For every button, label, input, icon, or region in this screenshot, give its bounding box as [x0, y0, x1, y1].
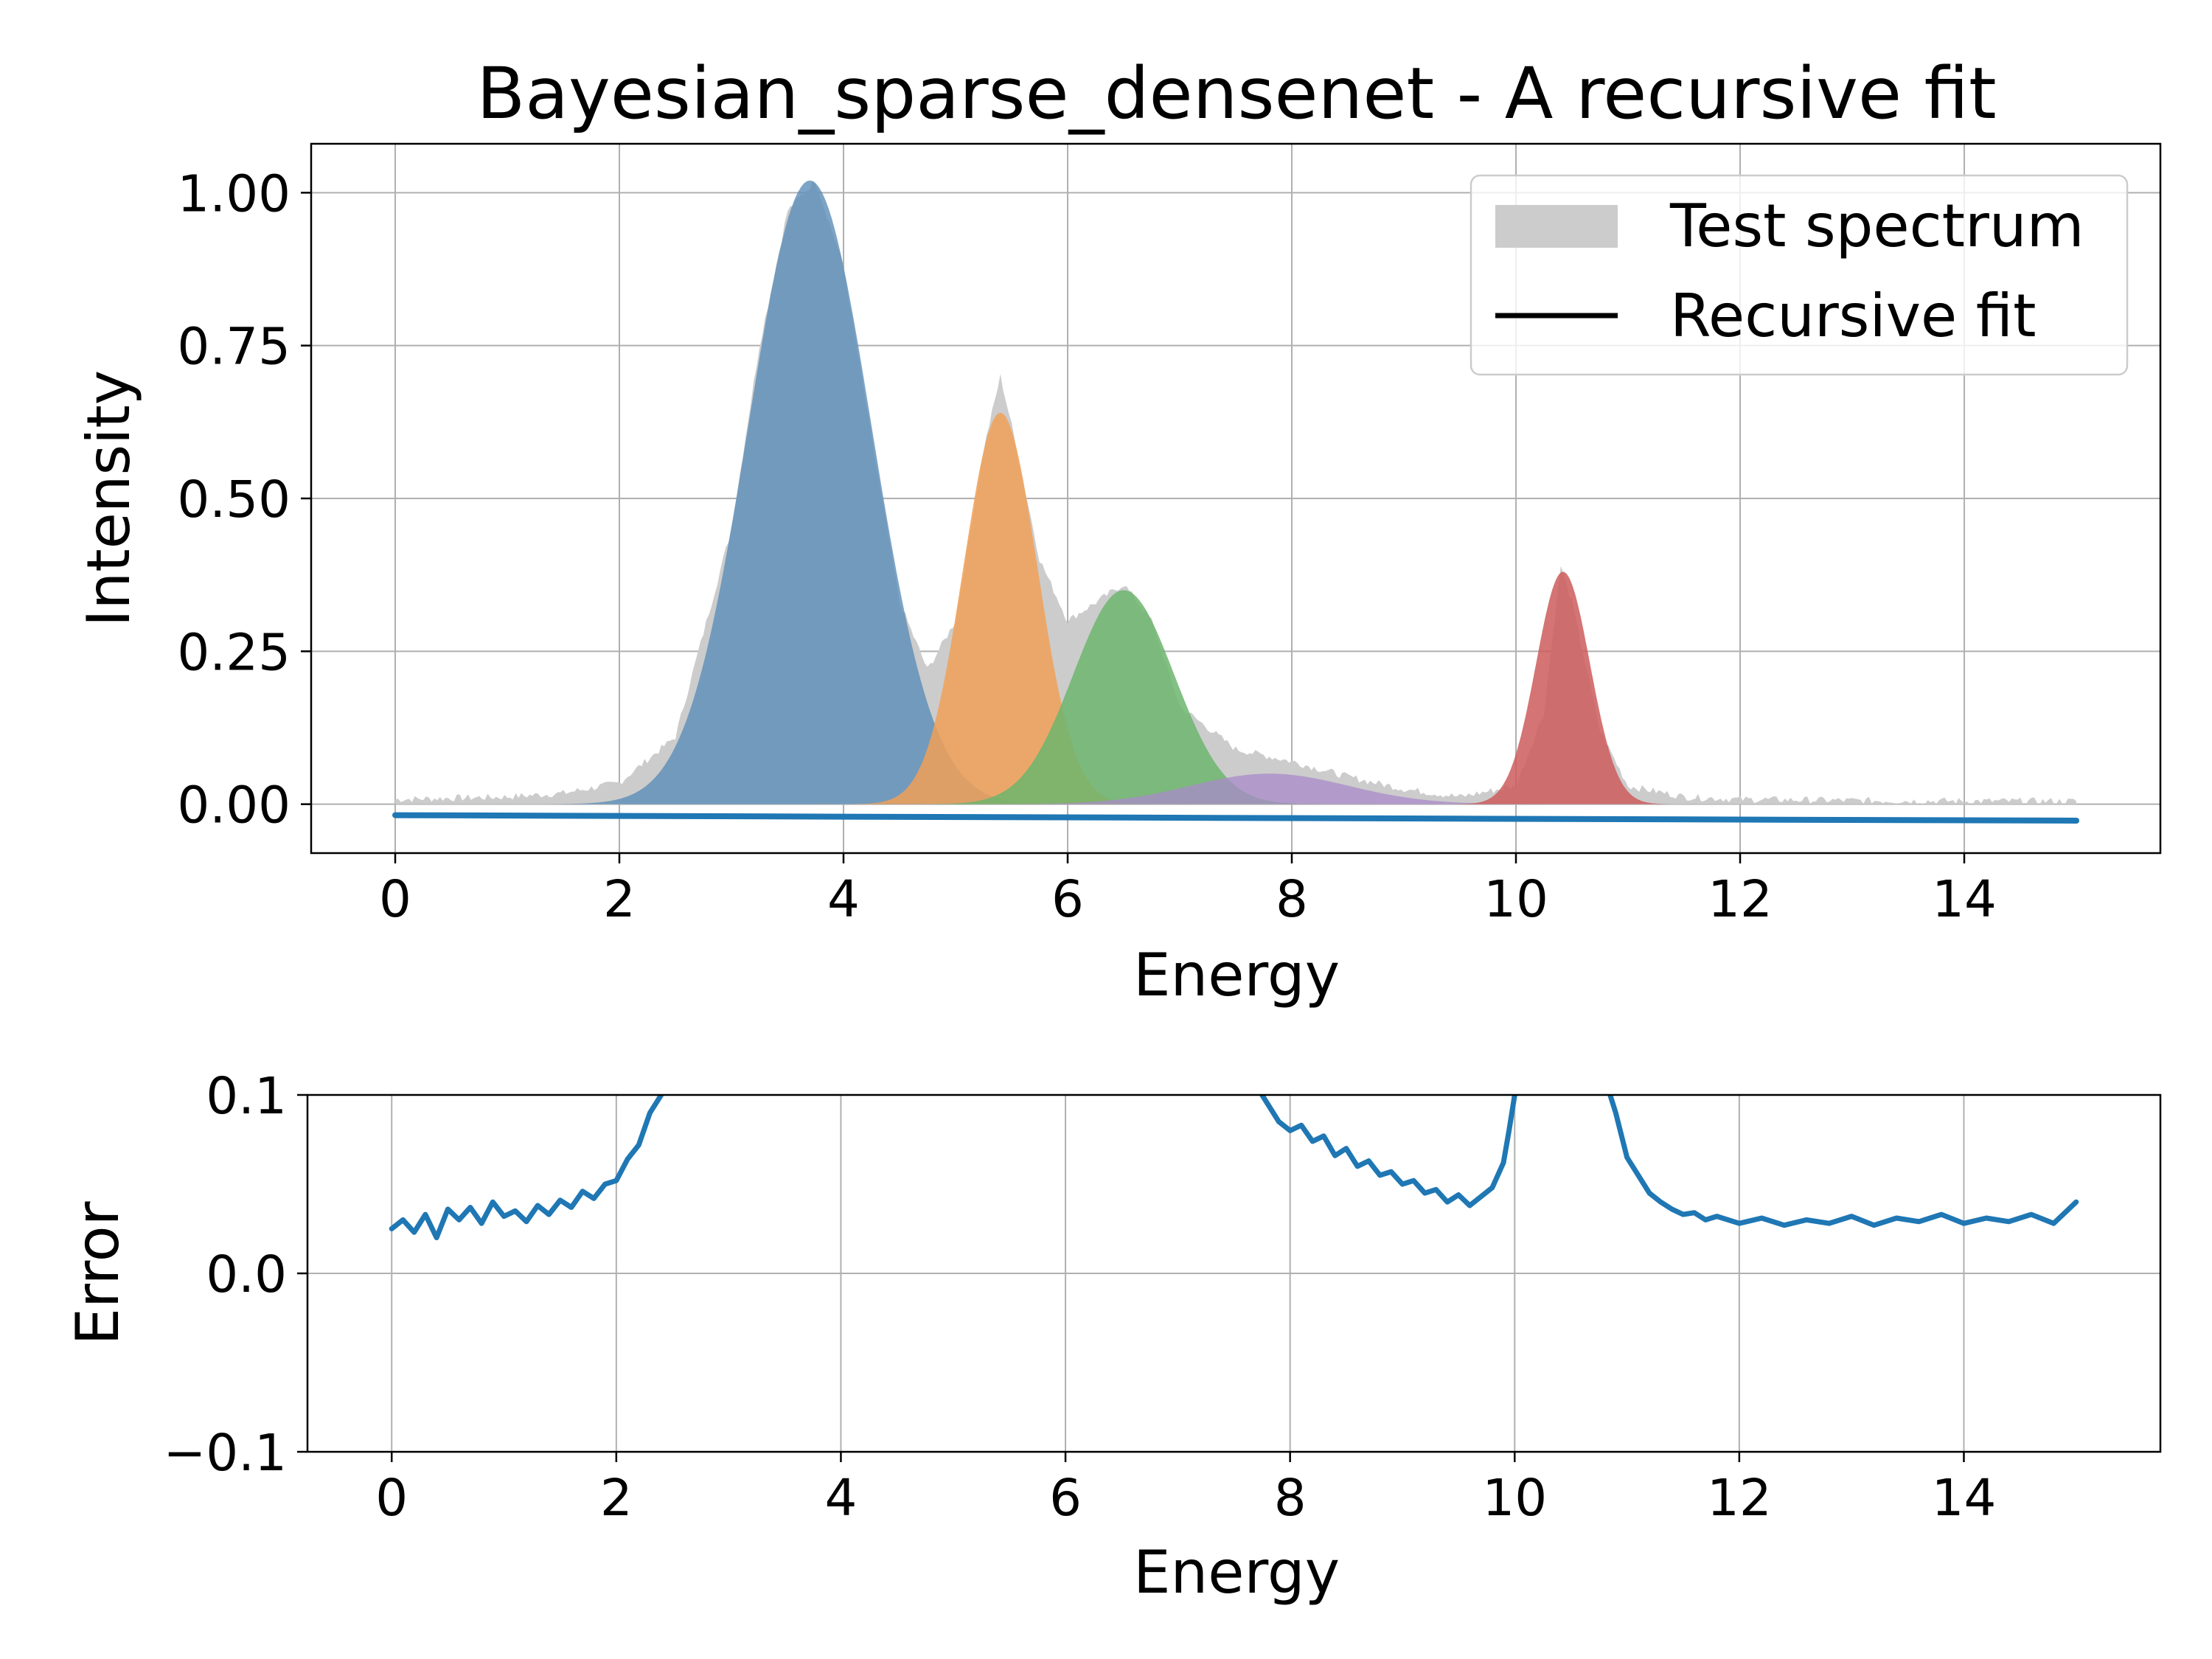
bottom-x-tick-label: 4 [824, 1469, 857, 1528]
top-x-tick-label: 2 [603, 870, 636, 929]
component-peak-4 [877, 773, 1662, 804]
bottom-x-axis-label: Energy [1133, 1538, 1340, 1607]
legend-box [1470, 174, 2129, 376]
top-axis-ticks: 0 2 4 6 8 10 12 14 0.00 0.25 0.50 0.75 1.00 [177, 164, 1997, 929]
bottom-y-axis-label: Error [63, 1201, 132, 1345]
top-x-tick-label: 6 [1051, 870, 1084, 929]
bottom-y-tick-label: 0.1 [206, 1067, 287, 1126]
recursive-fit-line [392, 812, 2079, 824]
component-peak-3 [872, 590, 1376, 804]
component-peak-2 [815, 412, 1186, 804]
top-y-tick-label: 0.50 [177, 470, 291, 529]
top-axes-frame [310, 142, 2162, 855]
top-y-axis-label: Intensity [74, 370, 143, 627]
error-lines [389, 1095, 2079, 1241]
error-line-segment-2 [1259, 1095, 1517, 1208]
bottom-x-tick-label: 12 [1707, 1469, 1772, 1528]
bottom-y-tick-label: 0.0 [206, 1245, 287, 1304]
legend-test-spectrum-swatch [1495, 205, 1618, 248]
error-line-segment-3 [1607, 1095, 2079, 1228]
error-line-segment-1 [389, 1095, 664, 1241]
top-x-tick-label: 0 [379, 870, 411, 929]
bottom-x-tick-label: 10 [1482, 1469, 1547, 1528]
legend-test-spectrum-label: Test spectrum [1669, 192, 2084, 260]
top-x-tick-label: 4 [827, 870, 860, 929]
top-x-axis-label: Energy [1133, 941, 1340, 1009]
bottom-x-tick-label: 6 [1049, 1469, 1082, 1528]
top-y-tick-label: 1.00 [177, 164, 291, 223]
top-y-tick-label: 0.75 [177, 318, 291, 377]
top-x-tick-label: 8 [1276, 870, 1308, 929]
bottom-x-tick-label: 0 [375, 1469, 408, 1528]
bottom-x-tick-label: 2 [600, 1469, 633, 1528]
top-y-tick-label: 0.00 [177, 776, 291, 835]
component-peak-1 [501, 180, 1119, 804]
bottom-axis-ticks: 0 2 4 6 8 10 12 14 −0.1 0.0 0.1 [163, 1067, 1996, 1528]
error-panel: 0 2 4 6 8 10 12 14 −0.1 0.0 0.1 Energy Error [63, 1067, 2162, 1607]
top-x-tick-label: 10 [1484, 870, 1548, 929]
bottom-y-tick-label: −0.1 [163, 1424, 287, 1483]
legend: Test spectrum Recursive fit [1470, 174, 2129, 376]
top-x-tick-label: 14 [1932, 870, 1997, 929]
top-y-tick-label: 0.25 [177, 623, 291, 682]
top-x-tick-label: 12 [1708, 870, 1773, 929]
chart-title: Bayesian_sparse_densenet - A recursive f… [476, 52, 1996, 135]
spectrum-areas [392, 180, 2079, 824]
bottom-axes-frame [306, 1093, 2162, 1453]
bottom-x-tick-label: 8 [1274, 1469, 1307, 1528]
component-peak-5 [1428, 571, 1698, 804]
legend-recursive-fit-label: Recursive fit [1670, 282, 2036, 350]
bottom-x-tick-label: 14 [1932, 1469, 1997, 1528]
spectrum-fit-panel: Bayesian_sparse_densenet - A recursive f… [74, 52, 2162, 1009]
